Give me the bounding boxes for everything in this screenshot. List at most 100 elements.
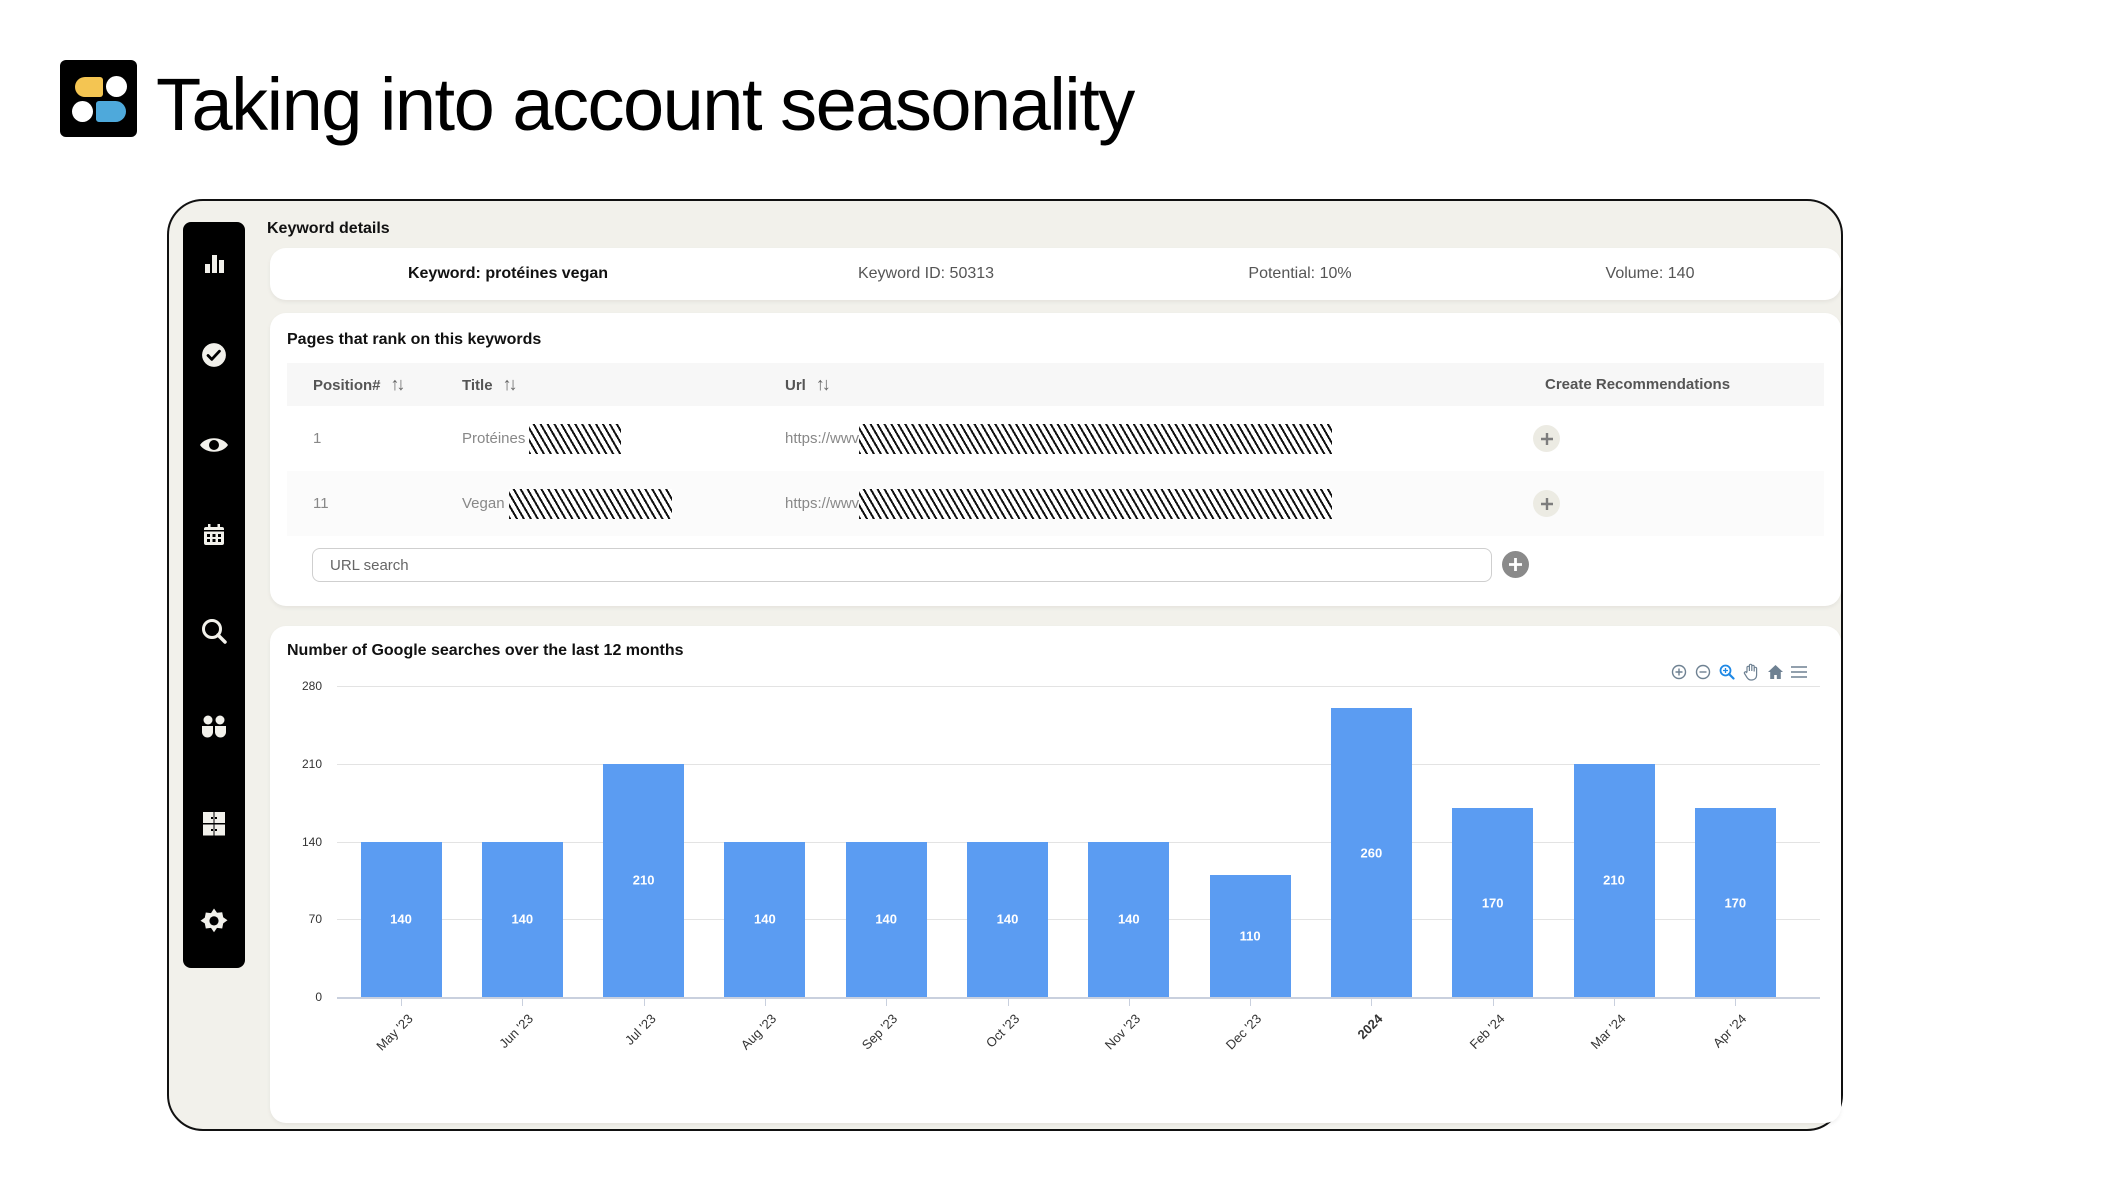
slide-title: Taking into account seasonality <box>156 63 1135 146</box>
column-header-position[interactable]: Position# ↑↓ <box>313 363 406 406</box>
plus-icon <box>1540 497 1553 510</box>
sidebar-item-settings[interactable] <box>183 901 245 941</box>
y-axis-tick-label: 210 <box>301 756 322 771</box>
chart-bar[interactable]: 140 <box>967 841 1048 997</box>
sort-icon[interactable]: ↑↓ <box>502 374 518 394</box>
sidebar-item-analytics[interactable] <box>183 243 245 283</box>
chart-bar[interactable]: 170 <box>1694 808 1776 997</box>
cell-title: Vegan <box>462 471 672 536</box>
y-axis-tick-label: 140 <box>301 834 322 849</box>
x-axis-tick <box>522 999 524 1006</box>
x-axis-tick <box>1007 999 1009 1006</box>
chart-bar[interactable]: 140 <box>1088 841 1170 997</box>
x-axis-tick <box>1250 999 1252 1006</box>
x-axis-tick-label: Jun '23 <box>496 1011 537 1051</box>
plus-icon <box>1540 432 1553 445</box>
bar-value-label: 170 <box>1481 895 1504 911</box>
x-axis-tick <box>643 999 645 1006</box>
bar-value-label: 140 <box>875 911 898 927</box>
x-axis-tick <box>401 999 402 1006</box>
url-search-input[interactable] <box>312 548 1492 582</box>
chart-bar[interactable]: 140 <box>724 841 806 997</box>
x-axis-tick <box>1492 999 1494 1006</box>
chart-bar[interactable]: 260 <box>1330 708 1412 997</box>
x-axis-tick-label: Jul '23 <box>621 1011 659 1048</box>
zoom-out-button[interactable] <box>1694 663 1712 681</box>
eye-icon <box>200 438 228 452</box>
pan-icon <box>1743 663 1758 681</box>
chart-bar[interactable]: 140 <box>481 841 563 997</box>
settings-icon <box>200 908 228 933</box>
sidebar-item-tasks[interactable] <box>183 335 245 375</box>
bar-value-label: 140 <box>754 911 776 927</box>
x-axis-tick-label: 2024 <box>1354 1011 1386 1043</box>
grid-icon <box>203 812 225 836</box>
bar-value-label: 140 <box>390 911 412 927</box>
cell-url[interactable]: https://wwv <box>785 406 1333 471</box>
bar-value-label: 140 <box>511 911 534 927</box>
create-recommendation-button[interactable] <box>1533 490 1560 517</box>
reset-zoom-button[interactable] <box>1766 663 1784 681</box>
gridline <box>337 686 1820 687</box>
chart-bar[interactable]: 210 <box>1573 763 1655 997</box>
zoom-in-button[interactable] <box>1670 663 1688 681</box>
gridline <box>337 841 1820 843</box>
sidebar-item-search[interactable] <box>183 611 245 651</box>
y-axis-tick-label: 70 <box>308 912 322 927</box>
keyword-volume: Volume: 140 <box>1605 265 1695 282</box>
calendar-icon <box>204 524 224 545</box>
selection-zoom-button[interactable] <box>1718 663 1736 681</box>
home-icon <box>1767 665 1783 679</box>
table-row: 1 Protéines https://wwv <box>287 406 1824 471</box>
sort-icon[interactable]: ↑↓ <box>390 374 406 394</box>
sort-icon[interactable]: ↑↓ <box>815 374 831 394</box>
pan-button[interactable] <box>1742 663 1760 681</box>
x-axis-tick <box>1614 999 1615 1006</box>
chart-toolbar <box>1670 662 1808 682</box>
chart-bar[interactable]: 210 <box>603 763 685 997</box>
bar-value-label: 170 <box>1724 895 1747 911</box>
logo-dot <box>72 101 93 122</box>
create-recommendation-button[interactable] <box>1533 425 1560 452</box>
ranking-pages-table: Position# ↑↓ Title ↑↓ Url ↑↓ Create Recomme… <box>287 363 1824 536</box>
cell-position: 11 <box>313 495 329 512</box>
column-header-title[interactable]: Title ↑↓ <box>462 363 518 406</box>
bar-value-label: 260 <box>1360 845 1383 861</box>
gridline <box>337 919 1820 921</box>
keyword-summary-card: Keyword: protéines vegan Keyword ID: 503… <box>270 248 1841 300</box>
chart-bar[interactable]: 140 <box>845 841 927 997</box>
chart-bar[interactable]: 170 <box>1452 808 1534 997</box>
search-icon <box>202 619 227 644</box>
chart-bar[interactable]: 140 <box>360 841 442 997</box>
add-url-button[interactable] <box>1502 551 1529 578</box>
chart-bar[interactable]: 110 <box>1209 874 1291 997</box>
cell-title: Protéines <box>462 406 622 471</box>
bar-value-label: 140 <box>1117 911 1140 927</box>
zoom-out-icon <box>1695 664 1711 680</box>
sidebar-item-calendar[interactable] <box>183 515 245 555</box>
redacted-block <box>859 424 1333 455</box>
redacted-block <box>859 489 1333 520</box>
x-axis-tick-label: May '23 <box>373 1011 416 1054</box>
bar-value-label: 140 <box>996 911 1019 927</box>
sidebar-item-users[interactable] <box>183 707 245 747</box>
x-axis-tick-label: Nov '23 <box>1101 1011 1144 1053</box>
cell-url[interactable]: https://wwv <box>785 471 1333 536</box>
x-axis-tick-label: Mar '24 <box>1587 1011 1629 1052</box>
x-axis-tick <box>1128 999 1130 1006</box>
chart-menu-button[interactable] <box>1790 663 1808 681</box>
gridline <box>337 997 1820 999</box>
cell-position: 1 <box>313 430 322 447</box>
x-axis-tick-label: Apr '24 <box>1710 1011 1750 1051</box>
keyword-details-label: Keyword details <box>267 220 390 237</box>
menu-icon <box>1791 666 1807 678</box>
bar-chart-icon <box>205 255 224 273</box>
column-header-url[interactable]: Url ↑↓ <box>785 363 831 406</box>
sidebar-item-monitoring[interactable] <box>183 425 245 465</box>
logo-dot <box>106 76 127 97</box>
sidebar <box>183 222 245 968</box>
keyword-id: Keyword ID: 50313 <box>857 265 995 282</box>
table-header: Position# ↑↓ Title ↑↓ Url ↑↓ Create Recomme… <box>287 363 1824 406</box>
sidebar-item-dashboard[interactable] <box>183 804 245 844</box>
x-axis-tick <box>764 999 766 1006</box>
